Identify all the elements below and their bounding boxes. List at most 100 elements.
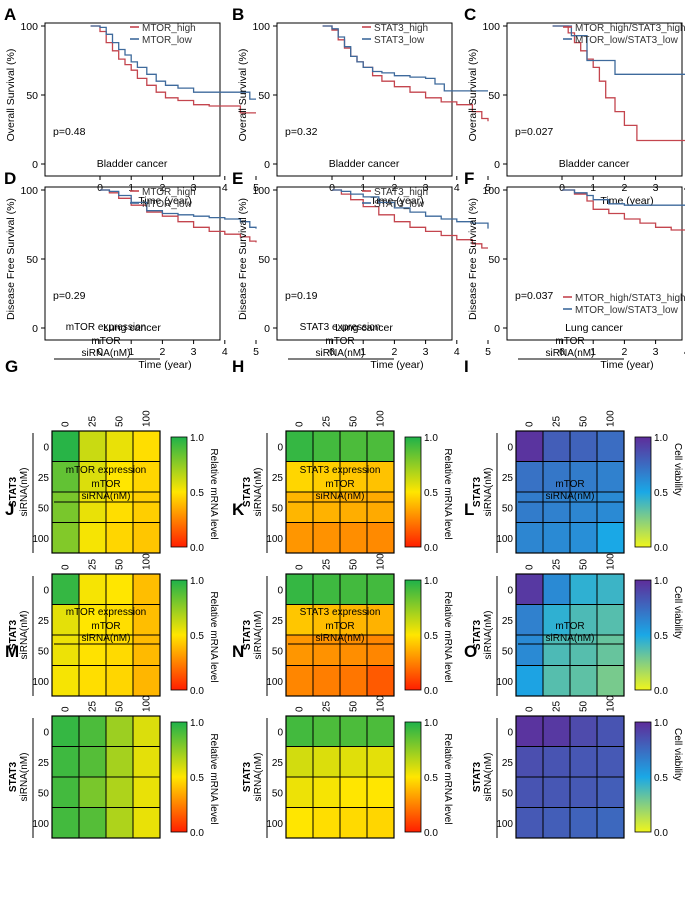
col-tick-label: 25 [88,558,99,570]
heatmap-cell [132,604,161,636]
x-axis-label: Time (year) [370,195,423,207]
colorbar-tick-label: 0.0 [654,543,668,554]
heatmap-col-unit: siRNA(nM) [316,348,365,359]
colorbar [634,579,652,691]
y-tick-label: 0 [264,323,270,335]
x-tick-label: 0 [329,346,335,358]
heatmap-col-gene: mTOR [91,336,120,347]
panel-letter: B [232,5,244,24]
colorbar-tick-label: 1.0 [424,433,438,444]
heatmap-col-gene: mTOR [91,479,120,490]
colorbar-tick-label: 0.0 [654,828,668,839]
colorbar-tick-label: 1.0 [190,718,204,729]
heatmap-cell [105,522,134,554]
heatmap-cell [78,573,107,605]
panel-letter: H [232,357,244,376]
y-tick-label: 100 [482,21,500,33]
row-unit-label: siRNA(nM) [19,468,30,517]
colorbar-tick-label: 0.0 [190,686,204,697]
y-tick-label: 100 [252,21,270,33]
x-tick-label: 0 [559,182,565,194]
heatmap-frame [51,573,161,697]
heatmap-cell [569,604,598,636]
x-tick-label: 4 [454,182,460,194]
cancer-type-label: Bladder cancer [329,158,400,170]
heatmap-frame [515,430,625,554]
row-tick-label: 25 [38,758,50,769]
row-tick-label: 25 [38,473,50,484]
heatmap-cell [515,776,544,808]
colorbar-tick-label: 0.5 [424,773,438,784]
row-tick-label: 100 [266,677,283,688]
heatmap-cell [366,665,395,697]
y-tick-label: 100 [20,185,38,197]
km-panel-b: B 0 50 100 0 1 2 3 4 5 Time (year) Overall Survival… [232,5,491,207]
heatmap-cell [51,522,80,554]
heatmap-cell [132,776,161,808]
km-panel-a: A 0 50 100 0 1 2 3 4 5 Time (year) Overall Survival… [4,5,259,207]
col-tick-label: 0 [61,564,72,570]
x-tick-label: 4 [222,346,228,358]
colorbar-label: Relative mRNA level [442,591,453,682]
y-tick-label: 0 [494,159,500,171]
col-tick-label: 50 [579,558,590,570]
row-tick-label: 25 [502,616,514,627]
heatmap-cell [78,604,107,636]
x-axis-label: Time (year) [370,359,423,371]
colorbar-label: Relative mRNA level [442,733,453,824]
colorbar-tick-label: 1.0 [654,718,668,729]
x-tick-label: 4 [684,346,685,358]
heatmap-cell [312,776,341,808]
panel-letter: N [232,642,244,661]
colorbar-tick-label: 0.5 [190,631,204,642]
heatmap-cell [105,776,134,808]
heatmap-cell [78,746,107,778]
heatmap-cell [339,461,368,493]
row-gene-label: STAT3 [8,761,19,792]
heatmap-cell [339,573,368,605]
legend-entry: STAT3_low [374,35,425,46]
col-tick-label: 0 [525,564,536,570]
heatmap-cell [132,715,161,747]
colorbar-tick-label: 1.0 [424,718,438,729]
row-gene-label: STAT3 [472,619,483,650]
col-tick-label: 0 [295,706,306,712]
heatmap-cell [596,807,625,839]
row-tick-label: 0 [43,442,49,453]
heatmap-cell [596,461,625,493]
heatmap-cell [569,573,598,605]
heatmap-cell [105,430,134,462]
heatmap-cell [569,665,598,697]
heatmap-cell [132,522,161,554]
heatmap-cell [339,776,368,808]
survival-curve-stat3-low [322,25,488,92]
heatmap-cell [569,746,598,778]
row-tick-label: 50 [38,646,50,657]
x-tick-label: 4 [222,182,228,194]
heatmap-cell [515,807,544,839]
colorbar-tick-label: 0.5 [654,773,668,784]
heatmap-cell [569,715,598,747]
col-tick-label: 50 [349,700,360,712]
heatmap-cell [285,430,314,462]
colorbar-tick-label: 1.0 [424,576,438,587]
row-tick-label: 50 [502,503,514,514]
survival-curve-mtor-high-stat3-high [552,25,685,142]
row-unit-label: siRNA(nM) [483,468,494,517]
heatmap-cell [339,715,368,747]
heatmap-cell [132,491,161,523]
heatmap-cell [366,430,395,462]
y-tick-label: 50 [26,254,38,266]
colorbar [404,721,422,833]
heatmap-frame [515,573,625,697]
heatmap-col-unit: siRNA(nM) [546,348,595,359]
x-tick-label: 2 [621,182,627,194]
heatmap-cell [285,491,314,523]
heatmap-cell [132,665,161,697]
x-tick-label: 2 [159,182,165,194]
plot-frame [276,186,453,341]
y-tick-label: 0 [494,323,500,335]
